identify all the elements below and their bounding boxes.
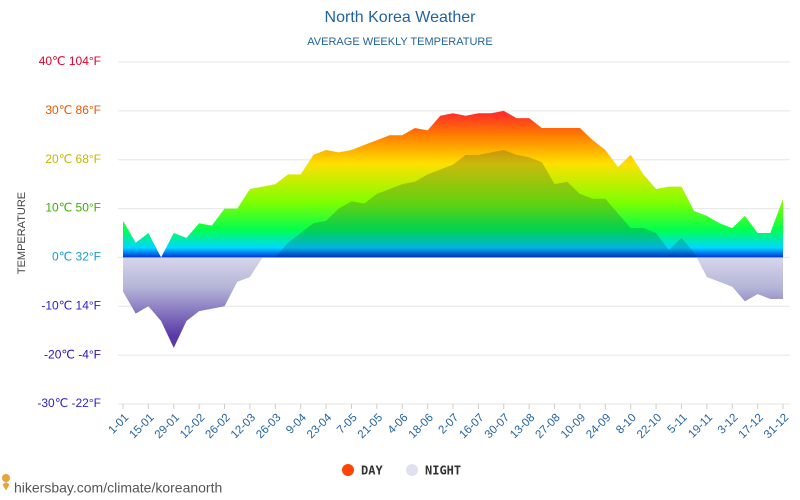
x-tick-label: 19-11 (686, 412, 715, 441)
x-tick-label: 16-07 (457, 412, 486, 441)
legend-swatch (406, 464, 418, 476)
y-tick-label: -20℃ -4°F (44, 347, 101, 361)
y-axis-label: TEMPERATURE (16, 192, 28, 274)
y-tick-label: -10℃ 14°F (41, 298, 101, 312)
x-tick-label: 27-08 (534, 412, 563, 441)
x-tick-label: 26-03 (254, 412, 283, 441)
x-tick-label: 22-10 (635, 412, 664, 441)
x-tick-label: 13-08 (508, 412, 537, 441)
x-tick-label: 21-05 (356, 412, 385, 441)
x-tick-label: 23-04 (305, 411, 335, 441)
chart-subtitle: AVERAGE WEEKLY TEMPERATURE (307, 36, 492, 48)
y-tick-label: -30℃ -22°F (37, 396, 101, 410)
x-tick-label: 26-02 (204, 412, 233, 441)
x-tick-label: 29-01 (153, 412, 182, 441)
y-tick-label: 0℃ 32°F (52, 250, 101, 264)
y-tick-label: 10℃ 50°F (45, 201, 101, 215)
chart-title: North Korea Weather (325, 9, 477, 26)
x-tick-label: 24-09 (584, 412, 613, 441)
footer: hikersbay.com/climate/koreanorth (14, 480, 222, 496)
area-night (123, 149, 783, 348)
legend-label: NIGHT (425, 464, 461, 478)
x-tick-label: 17-12 (737, 412, 766, 441)
x-tick-label: 12-03 (229, 412, 258, 441)
footer-icon (2, 474, 11, 491)
x-tick-label: 18-06 (407, 412, 436, 441)
y-tick-label: 40℃ 104°F (39, 54, 101, 68)
legend-swatch (342, 464, 354, 476)
legend-label: DAY (361, 464, 383, 478)
x-tick-label: 31-12 (762, 412, 791, 441)
x-tick-label: 10-09 (559, 412, 588, 441)
x-tick-label: 15-01 (127, 412, 156, 441)
y-tick-label: 20℃ 68°F (45, 152, 101, 166)
x-tick-label: 30-07 (483, 412, 512, 441)
y-tick-label: 30℃ 86°F (45, 103, 101, 117)
x-tick-label: 12-02 (178, 412, 207, 441)
